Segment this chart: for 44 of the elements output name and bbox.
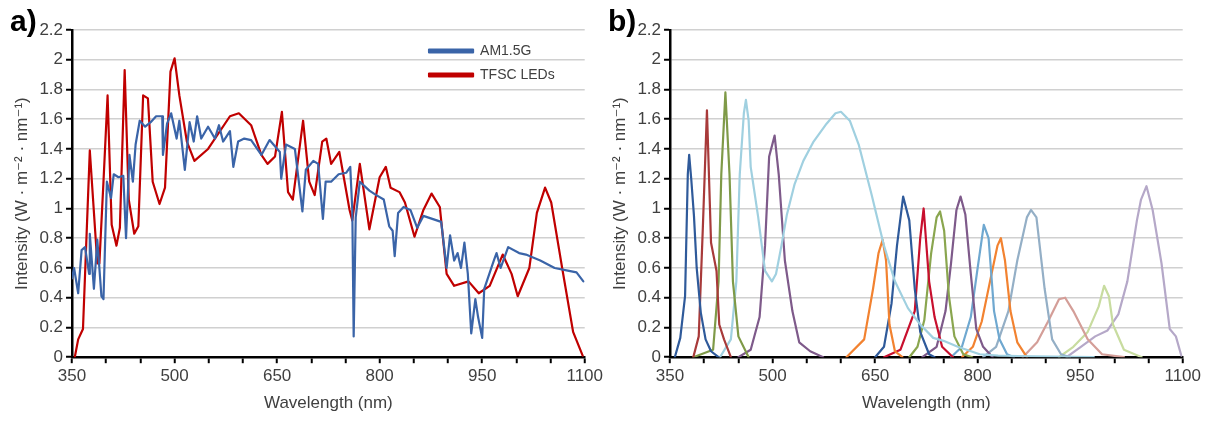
chart-title: b): [608, 4, 637, 38]
y-axis-title: Intensity (W · m⁻² · nm⁻¹): [11, 97, 31, 290]
chart-title: a): [10, 4, 37, 38]
x-tick-label: 350: [57, 366, 87, 386]
legend-label: AM1.5G: [480, 41, 532, 58]
x-tick-label: 500: [758, 366, 787, 386]
x-tick-label: 800: [963, 366, 992, 386]
y-tick-label: 1.2: [637, 168, 662, 188]
y-tick-label: 0.8: [637, 227, 662, 247]
y-tick-label: 0.6: [637, 257, 662, 277]
y-tick-label: 2: [651, 49, 662, 69]
y-tick-label: 1.6: [39, 108, 64, 128]
y-tick-label: 0.8: [39, 227, 64, 247]
x-tick-label: 650: [262, 366, 292, 386]
y-tick-label: 1: [53, 198, 64, 218]
y-tick-label: 2: [53, 49, 64, 69]
x-tick-label: 500: [160, 366, 189, 386]
y-tick-label: 0.4: [39, 287, 64, 307]
y-tick-label: 0.2: [39, 317, 64, 337]
y-tick-label: 0.6: [39, 257, 64, 277]
x-tick-label: 800: [365, 366, 394, 386]
y-axis-title: Intensity (W · m⁻² · nm⁻¹): [609, 97, 629, 290]
y-tick-label: 1.6: [637, 108, 662, 128]
x-tick-label: 1100: [1164, 366, 1201, 386]
x-axis-title: Wavelength (nm): [861, 393, 991, 413]
y-tick-label: 2.2: [637, 19, 662, 39]
x-tick-label: 950: [468, 366, 497, 386]
x-tick-label: 650: [860, 366, 890, 386]
y-tick-label: 1.4: [637, 138, 662, 158]
y-tick-label: 0: [651, 346, 662, 366]
y-tick-label: 1.4: [39, 138, 64, 158]
y-tick-label: 0.4: [637, 287, 662, 307]
legend-label: TFSC LEDs: [480, 65, 555, 82]
y-tick-label: 0: [53, 346, 64, 366]
y-tick-label: 1.8: [39, 79, 64, 99]
y-tick-label: 1: [651, 198, 662, 218]
y-tick-label: 1.8: [637, 79, 662, 99]
y-tick-label: 2.2: [39, 19, 64, 39]
x-tick-label: 1100: [566, 366, 603, 386]
x-axis-title: Wavelength (nm): [263, 393, 393, 413]
x-tick-label: 350: [655, 366, 685, 386]
y-tick-label: 1.2: [39, 168, 64, 188]
x-tick-label: 950: [1066, 366, 1095, 386]
y-tick-label: 0.2: [637, 317, 662, 337]
